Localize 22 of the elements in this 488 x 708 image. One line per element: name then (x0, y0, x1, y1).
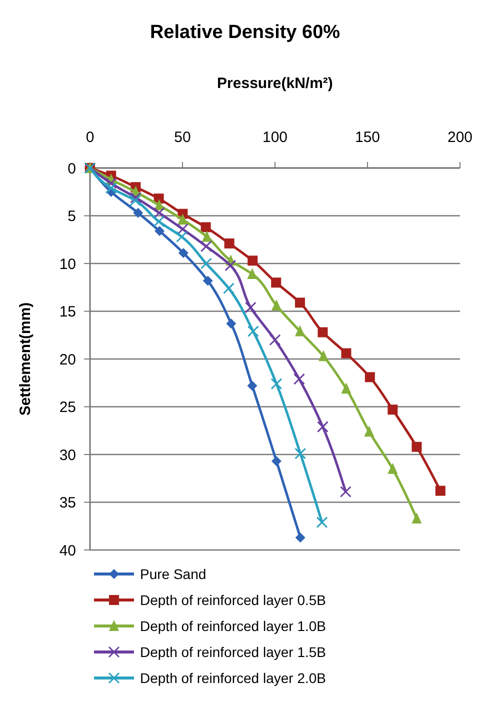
x-tick-label: 0 (86, 129, 94, 146)
legend-label: Depth of reinforced layer 2.0B (140, 670, 326, 686)
y-tick-label: 0 (68, 160, 76, 178)
y-tick-label: 10 (59, 256, 76, 273)
x-axis-title: Pressure(kN/m²) (217, 75, 333, 92)
y-tick-label: 15 (59, 304, 76, 320)
legend-label: Depth of reinforced layer 1.0B (140, 618, 326, 634)
y-tick-label: 20 (59, 351, 76, 368)
x-tick-label: 100 (262, 129, 288, 146)
y-tick-label: 40 (59, 542, 76, 560)
y-tick-label: 35 (59, 494, 76, 512)
y-axis-title: Settlement(mm) (17, 302, 34, 416)
y-tick-label: 25 (59, 399, 76, 416)
x-tick-label: 200 (447, 129, 473, 146)
x-tick-label: 50 (174, 129, 191, 146)
legend-label: Depth of reinforced layer 0.5B (140, 592, 326, 608)
legend-label: Depth of reinforced layer 1.5B (140, 644, 326, 660)
chart-title: Relative Density 60% (150, 22, 340, 43)
legend-label: Pure Sand (140, 566, 206, 582)
y-tick-label: 5 (68, 208, 76, 225)
y-tick-label: 30 (59, 446, 76, 464)
x-tick-label: 150 (354, 129, 380, 146)
